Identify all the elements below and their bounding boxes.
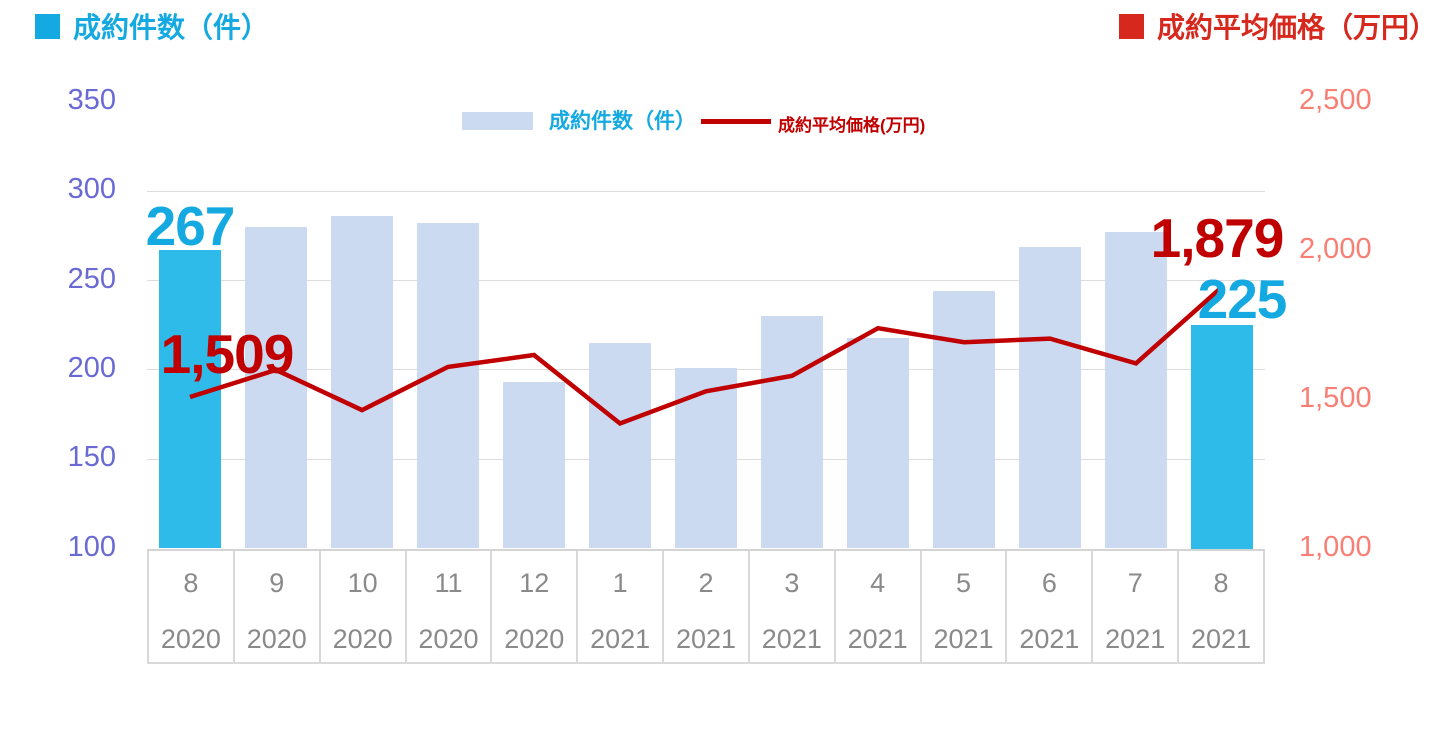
x-year-label: 2021 [847,623,908,654]
x-axis-line [147,549,1265,551]
x-cell-5-2021: 5 2021 [922,550,1008,662]
red-square-icon [1118,13,1144,39]
x-year-label: 2021 [590,623,651,654]
legend-line-label: 成約平均価格(万円) [778,116,926,135]
bar-11-2020 [417,223,479,549]
x-cell-11-2020: 11 2020 [407,550,493,662]
x-month-label: 1 [612,568,628,598]
x-year-label: 2021 [1105,623,1166,654]
x-cell-3-2021: 3 2021 [750,550,836,662]
data-label-267: 267 [145,195,236,258]
left-axis-tick: 100 [67,530,116,563]
right-axis-title: 成約平均価格（万円） [1118,6,1437,46]
bar-6-2021 [1019,246,1081,549]
x-year-label: 2020 [246,623,307,654]
cyan-square-icon [35,13,60,39]
bar-1-2021 [589,343,651,549]
x-month-label: 9 [269,568,285,598]
data-label-225: 225 [1197,268,1288,331]
x-month-label: 3 [784,568,800,598]
legend-bar-label: 成約件数（件） [549,110,696,133]
x-month-label: 7 [1127,568,1143,598]
x-year-label: 2021 [1191,623,1252,654]
bar-5-2021 [933,291,995,549]
x-year-label: 2021 [1019,623,1080,654]
data-label-1509: 1,509 [160,322,295,385]
x-month-label: 8 [183,568,199,598]
gridline-300 [147,190,1265,192]
left-axis-title: 成約件数（件） [35,6,269,46]
right-axis-tick: 2,000 [1299,232,1372,265]
right-axis-tick: 1,000 [1299,530,1372,563]
left-axis-tick: 150 [67,441,116,474]
x-cell-12-2020: 12 2020 [492,550,579,662]
x-year-label: 2020 [504,623,565,654]
x-axis-table: 8 2020 9 2020 10 2020 11 2020 12 2020 1 2021 2 2021 3 2… [147,550,1265,664]
x-year-label: 2020 [418,623,479,654]
x-cell-9-2020: 9 2020 [235,550,321,662]
bar-8-2020 [159,250,221,549]
left-axis-tick: 200 [67,351,116,384]
data-label-1879: 1,879 [1150,206,1285,269]
right-axis-tick: 1,500 [1299,381,1372,414]
x-cell-10-2020: 10 2020 [321,550,407,662]
bar-4-2021 [847,337,909,549]
x-cell-4-2021: 4 2021 [836,550,922,662]
x-cell-8-2021: 8 2021 [1179,551,1263,662]
x-month-label: 11 [434,568,463,598]
x-year-label: 2021 [933,623,994,654]
x-year-label: 2021 [761,623,822,654]
left-axis-title-text: 成約件数（件） [73,12,270,43]
left-axis-tick: 350 [67,84,116,116]
bar-10-2020 [331,216,393,549]
left-axis-tick: 250 [67,262,116,295]
bar-12-2020 [503,382,565,549]
legend-bar-swatch [462,112,533,130]
x-month-label: 5 [956,568,972,598]
x-cell-6-2021: 6 2021 [1007,550,1094,662]
x-month-label: 12 [519,568,550,598]
bar-7-2021 [1105,232,1167,549]
x-year-label: 2020 [160,623,221,654]
left-axis-tick: 300 [67,173,116,206]
bar-8-2021 [1191,325,1253,549]
x-month-label: 4 [870,568,886,598]
x-month-label: 8 [1213,568,1229,598]
right-axis-tick: 2,500 [1299,84,1372,116]
gridline-250 [147,280,1265,282]
x-month-label: 2 [698,568,714,598]
x-month-label: 6 [1041,568,1057,598]
bar-9-2020 [245,227,307,549]
legend-line-swatch [701,119,771,124]
right-axis-title-text: 成約平均価格（万円） [1156,12,1437,43]
price-line-path [189,285,1224,427]
x-month-label: 10 [347,568,378,598]
x-cell-2-2021: 2 2021 [664,550,750,662]
bar-3-2021 [761,316,823,549]
x-year-label: 2021 [675,623,737,654]
x-cell-7-2021: 7 2021 [1093,550,1180,662]
x-year-label: 2020 [332,623,393,654]
x-cell-1-2021: 1 2021 [578,550,665,662]
x-cell-8-2020: 8 2020 [149,550,235,662]
